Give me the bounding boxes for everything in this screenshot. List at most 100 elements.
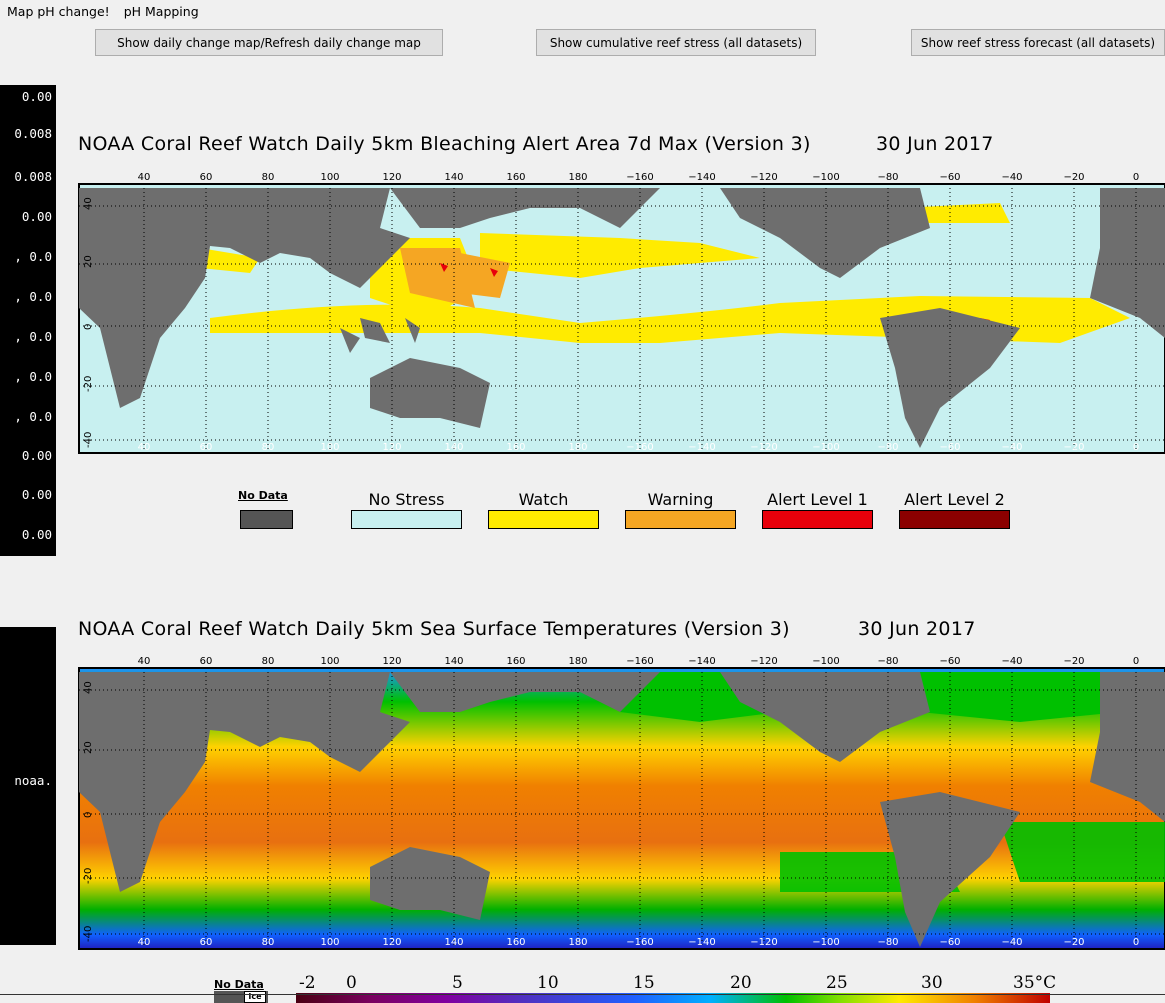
map2-date: 30 Jun 2017 xyxy=(858,618,976,640)
lon-tick: 100 xyxy=(320,937,339,948)
show-cumulative-reef-stress-button[interactable]: Show cumulative reef stress (all dataset… xyxy=(536,29,816,56)
console-line: , 0.0 xyxy=(14,369,52,384)
lon-tick: −40 xyxy=(1001,442,1022,453)
lon-tick: −100 xyxy=(812,656,839,667)
lon-tick: −140 xyxy=(688,656,715,667)
lon-tick: 0 xyxy=(1133,172,1139,183)
lon-tick: 40 xyxy=(138,656,151,667)
sst-scale-label: 15 xyxy=(633,973,655,993)
lon-tick: −80 xyxy=(877,172,898,183)
map1-date: 30 Jun 2017 xyxy=(876,133,994,155)
lon-tick: −20 xyxy=(1063,937,1084,948)
sst-scale-label: 0 xyxy=(346,973,357,993)
lon-tick: 40 xyxy=(138,172,151,183)
lon-tick: 180 xyxy=(568,442,587,453)
lon-tick: 140 xyxy=(444,937,463,948)
lon-tick: 180 xyxy=(568,937,587,948)
lon-tick: 60 xyxy=(200,937,213,948)
console-line: , 0.0 xyxy=(14,289,52,304)
lat-tick: 40 xyxy=(83,197,94,210)
sst-scale-label: 35°C xyxy=(1013,973,1057,993)
window-edge xyxy=(0,994,1165,995)
lon-tick: 140 xyxy=(444,442,463,453)
lon-tick: −40 xyxy=(1001,656,1022,667)
lon-tick: 160 xyxy=(506,172,525,183)
lat-tick: -20 xyxy=(83,376,94,392)
legend-nostress-swatch xyxy=(351,510,462,529)
lon-tick: 160 xyxy=(506,442,525,453)
lon-tick: −120 xyxy=(750,442,777,453)
sst-scale-label: -2 xyxy=(299,973,316,993)
lon-tick: −100 xyxy=(812,937,839,948)
legend-alert2-swatch xyxy=(899,510,1010,529)
sst-scale-label: 20 xyxy=(730,973,752,993)
show-daily-change-map-button[interactable]: Show daily change map/Refresh daily chan… xyxy=(95,29,443,56)
lon-tick: −140 xyxy=(688,172,715,183)
legend-alert2-label: Alert Level 2 xyxy=(904,490,1005,509)
legend-warning-label: Warning xyxy=(647,490,714,509)
lon-tick: 80 xyxy=(262,937,275,948)
lon-tick: −40 xyxy=(1001,937,1022,948)
lat-tick: 0 xyxy=(83,324,94,330)
lon-tick: 80 xyxy=(262,172,275,183)
lat-tick: 20 xyxy=(83,741,94,754)
lon-tick: −40 xyxy=(1001,172,1022,183)
lon-tick: −140 xyxy=(688,937,715,948)
menu-ph-mapping[interactable]: pH Mapping xyxy=(123,3,199,19)
lon-tick: 80 xyxy=(262,442,275,453)
lon-tick: 0 xyxy=(1133,937,1139,948)
lon-tick: 180 xyxy=(568,172,587,183)
legend-watch-swatch xyxy=(488,510,599,529)
lon-tick: −60 xyxy=(939,656,960,667)
lon-tick: 80 xyxy=(262,656,275,667)
lon-tick: −120 xyxy=(750,172,777,183)
legend-alert1-label: Alert Level 1 xyxy=(767,490,868,509)
lon-tick: 60 xyxy=(200,442,213,453)
sst-scale-label: 5 xyxy=(452,973,463,993)
bleaching-alert-map: 40 60 80 100 120 140 160 180 −160 −140 −… xyxy=(78,172,1165,454)
lon-tick: 120 xyxy=(382,442,401,453)
lon-tick: 60 xyxy=(200,172,213,183)
lon-tick: 60 xyxy=(200,656,213,667)
console-line: 0.00 xyxy=(21,487,52,502)
legend-nostress-label: No Stress xyxy=(368,490,445,509)
lon-tick: 40 xyxy=(138,937,151,948)
lon-tick: 160 xyxy=(506,937,525,948)
legend-watch-label: Watch xyxy=(518,490,569,509)
console-output-panel[interactable]: 0.00 0.008 0.008 0.00 , 0.0 , 0.0 , 0.0 … xyxy=(0,85,56,556)
lon-tick: 100 xyxy=(320,172,339,183)
lon-tick: 100 xyxy=(320,656,339,667)
separator xyxy=(56,570,1165,600)
lat-tick: -40 xyxy=(83,926,94,942)
lon-tick: −20 xyxy=(1063,442,1084,453)
sst-legend-nodata-label: No Data xyxy=(214,978,264,991)
console-line: , 0.0 xyxy=(14,249,52,264)
menu-map-ph-change[interactable]: Map pH change! xyxy=(7,3,110,19)
sst-scale-label: 25 xyxy=(826,973,848,993)
lon-tick: −100 xyxy=(812,442,839,453)
lon-tick: 160 xyxy=(506,656,525,667)
show-reef-stress-forecast-button[interactable]: Show reef stress forecast (all datasets) xyxy=(911,29,1165,56)
lon-tick: −60 xyxy=(939,172,960,183)
lon-tick: 120 xyxy=(382,937,401,948)
lon-tick: −120 xyxy=(750,656,777,667)
lon-tick: 140 xyxy=(444,172,463,183)
lon-tick: −140 xyxy=(688,442,715,453)
map1-title: NOAA Coral Reef Watch Daily 5km Bleachin… xyxy=(78,133,811,155)
lon-tick: −120 xyxy=(750,937,777,948)
map2-title: NOAA Coral Reef Watch Daily 5km Sea Surf… xyxy=(78,618,790,640)
lon-tick: −160 xyxy=(626,656,653,667)
menu-bar: Map pH change! pH Mapping xyxy=(0,0,1165,22)
lon-tick: 120 xyxy=(382,172,401,183)
sst-scale-label: 30 xyxy=(921,973,943,993)
console-line: , 0.0 xyxy=(14,329,52,344)
console-line: 0.008 xyxy=(14,169,52,184)
lon-tick: 100 xyxy=(320,442,339,453)
sst-legend-ice-swatch: Ice xyxy=(244,991,266,1003)
lon-tick: 40 xyxy=(138,442,151,453)
sst-scale-label: 10 xyxy=(537,973,559,993)
lon-tick: −160 xyxy=(626,937,653,948)
lon-tick: −60 xyxy=(939,937,960,948)
console-output-panel-2[interactable]: noaa. xyxy=(0,627,56,945)
console-line: 0.00 xyxy=(21,209,52,224)
